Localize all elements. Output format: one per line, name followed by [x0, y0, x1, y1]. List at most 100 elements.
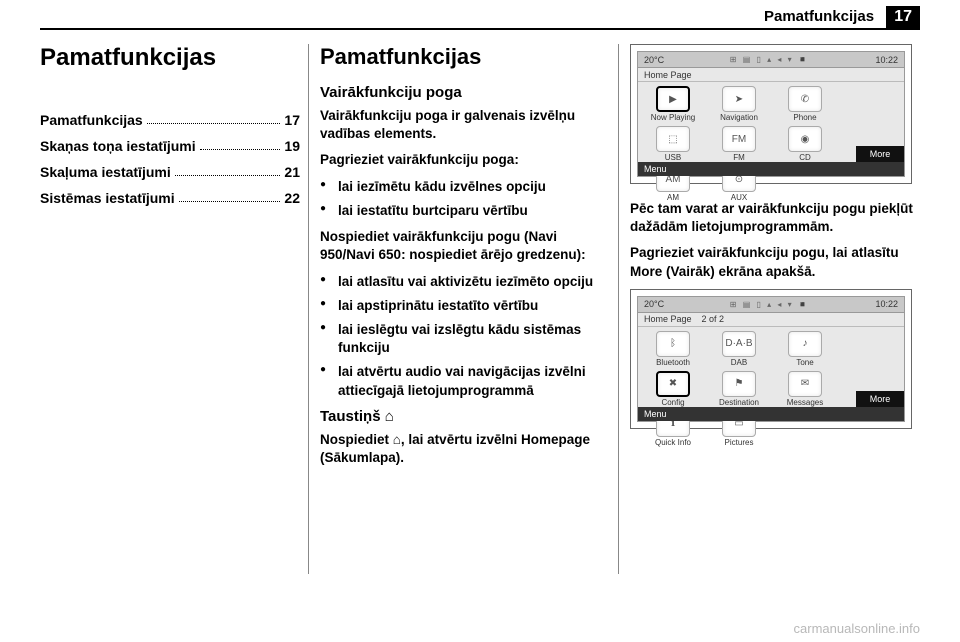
- column-2: Pamatfunkcijas Vairākfunkciju poga Vairā…: [320, 44, 610, 475]
- bottom-bar: Menu: [638, 162, 904, 176]
- app-grid: ᛒ Bluetooth D·A·B DAB ♪Tone ✖ Config ⚑ Destinati…: [638, 327, 904, 451]
- app-icon: ⚑: [722, 371, 756, 397]
- app-label: Destination: [719, 399, 759, 407]
- temp-indicator: 20°C: [644, 55, 664, 65]
- app-tile[interactable]: ⚑ Destination: [712, 371, 766, 407]
- key-heading-text: Taustiņš ⌂: [320, 408, 394, 425]
- bullet-item: lai iestatītu burtciparu vērtību: [320, 202, 610, 220]
- app-tile[interactable]: ✆ Phone: [778, 86, 832, 122]
- watermark: carmanualsonline.info: [794, 621, 920, 636]
- app-label: Config: [661, 399, 684, 407]
- toc-row: Sistēmas iestatījumi 22: [40, 190, 300, 206]
- column-divider-1: [308, 44, 309, 574]
- bullet-item: lai ieslēgtu vai izslēgtu kādu sistēmas …: [320, 321, 610, 357]
- toc-page: 22: [284, 190, 300, 206]
- page-number: 17: [886, 6, 920, 28]
- app-label: Messages: [787, 399, 823, 407]
- chapter-title: Pamatfunkcijas: [40, 44, 300, 72]
- home-page-label: Home Page: [644, 314, 692, 324]
- column-3: 20°C ⊞ ▤ ▯ ▴ ◂ ▾ ◾ 10:22 Home Page ▶ Now …: [630, 44, 920, 445]
- toc-label: Pamatfunkcijas: [40, 112, 143, 128]
- app-icon: FM: [722, 126, 756, 152]
- toc-row: Skaņas toņa iestatījumi19: [40, 138, 300, 154]
- app-label: Tone: [796, 359, 813, 367]
- subsection-title: Vairākfunkciju poga: [320, 84, 610, 101]
- toc-dots: [179, 190, 281, 202]
- toc-row: Skaļuma iestatījumi21: [40, 164, 300, 180]
- app-icon: ◉: [788, 126, 822, 152]
- more-button[interactable]: More: [856, 146, 904, 162]
- app-icon: ✉: [788, 371, 822, 397]
- app-label: Bluetooth: [656, 359, 690, 367]
- menu-label[interactable]: Menu: [644, 409, 667, 419]
- status-icons: ⊞ ▤ ▯ ▴ ◂ ▾ ◾: [730, 300, 810, 309]
- app-icon: ▶: [656, 86, 690, 112]
- app-icon: D·A·B: [722, 331, 756, 357]
- app-icon: ➤: [722, 86, 756, 112]
- bullet-list: lai iezīmētu kādu izvēlnes opciju lai ies…: [320, 178, 610, 220]
- running-title: Pamatfunkcijas: [764, 8, 874, 25]
- bottom-bar: Menu: [638, 407, 904, 421]
- app-tile[interactable]: ⬚ USB: [646, 126, 700, 162]
- toc-dots: [175, 164, 281, 176]
- paragraph: Pagrieziet vairākfunkciju poga:: [320, 151, 610, 169]
- app-label: AUX: [731, 194, 747, 202]
- app-icon: ⬚: [656, 126, 690, 152]
- app-tile[interactable]: D·A·B DAB: [712, 331, 766, 367]
- home-page-label: Home Page: [644, 70, 692, 80]
- app-label: CD: [799, 154, 811, 162]
- toc-page: 17: [284, 112, 300, 128]
- paragraph: Pagrieziet vairākfunkciju pogu, lai atla…: [630, 244, 920, 280]
- more-button[interactable]: More: [856, 391, 904, 407]
- toc-page: 19: [284, 138, 300, 154]
- app-icon: ✆: [788, 86, 822, 112]
- app-tile[interactable]: ✉ Messages: [778, 371, 832, 407]
- clock: 10:22: [875, 299, 898, 309]
- app-tile[interactable]: ᛒ Bluetooth: [646, 331, 700, 367]
- status-bar: 20°C ⊞ ▤ ▯ ▴ ◂ ▾ ◾ 10:22: [638, 52, 904, 68]
- app-icon: ᛒ: [656, 331, 690, 357]
- paragraph: Nospiediet ⌂, lai atvērtu izvēlni Homepa…: [320, 431, 610, 467]
- section-title: Pamatfunkcijas: [320, 44, 610, 70]
- app-label: USB: [665, 154, 681, 162]
- bullet-item: lai atvērtu audio vai navigācijas izvēln…: [320, 363, 610, 399]
- paragraph: Nospiediet vairākfunkciju pogu (Navi 950…: [320, 228, 610, 264]
- column-1: Pamatfunkcijas Pamatfunkcijas 17 Skaņas to…: [40, 44, 300, 216]
- app-label: Navigation: [720, 114, 758, 122]
- toc-label: Sistēmas iestatījumi: [40, 190, 175, 206]
- sub-bar: Home Page: [638, 68, 904, 82]
- app-tile[interactable]: ♪Tone: [778, 331, 832, 367]
- toc-label: Skaļuma iestatījumi: [40, 164, 171, 180]
- bullet-list: lai atlasītu vai aktivizētu iezīmēto opc…: [320, 273, 610, 400]
- bullet-item: lai iezīmētu kādu izvēlnes opciju: [320, 178, 610, 196]
- app-tile[interactable]: ▶ Now Playing: [646, 86, 700, 122]
- status-bar: 20°C ⊞ ▤ ▯ ▴ ◂ ▾ ◾ 10:22: [638, 297, 904, 313]
- app-tile[interactable]: ◉ CD: [778, 126, 832, 162]
- bullet-item: lai apstiprinātu iestatīto vērtību: [320, 297, 610, 315]
- app-tile[interactable]: FM FM: [712, 126, 766, 162]
- column-divider-2: [618, 44, 619, 574]
- running-header: Pamatfunkcijas 17: [764, 6, 920, 28]
- key-heading: Taustiņš ⌂: [320, 408, 610, 425]
- app-icon: ✖: [656, 371, 690, 397]
- bullet-item: lai atlasītu vai aktivizētu iezīmēto opc…: [320, 273, 610, 291]
- app-label: DAB: [731, 359, 747, 367]
- app-tile[interactable]: ✖ Config: [646, 371, 700, 407]
- app-label: Now Playing: [651, 114, 695, 122]
- infotainment-screenshot-1: 20°C ⊞ ▤ ▯ ▴ ◂ ▾ ◾ 10:22 Home Page ▶ Now …: [630, 44, 912, 184]
- infotainment-screenshot-2: 20°C ⊞ ▤ ▯ ▴ ◂ ▾ ◾ 10:22 Home Page 2 of …: [630, 289, 912, 429]
- toc-dots: [147, 112, 281, 124]
- menu-label[interactable]: Menu: [644, 164, 667, 174]
- temp-indicator: 20°C: [644, 299, 664, 309]
- status-icons: ⊞ ▤ ▯ ▴ ◂ ▾ ◾: [730, 55, 810, 64]
- app-tile[interactable]: ➤ Navigation: [712, 86, 766, 122]
- app-label: FM: [733, 154, 745, 162]
- toc-dots: [200, 138, 281, 150]
- app-label: Pictures: [725, 439, 754, 447]
- sub-bar: Home Page 2 of 2: [638, 313, 904, 327]
- header-rule: [40, 28, 920, 30]
- app-label: AM: [667, 194, 679, 202]
- app-grid: ▶ Now Playing ➤ Navigation ✆ Phone ⬚ USB FM FM ◉ CD…: [638, 82, 904, 206]
- app-label: Phone: [793, 114, 816, 122]
- toc-row: Pamatfunkcijas 17: [40, 112, 300, 128]
